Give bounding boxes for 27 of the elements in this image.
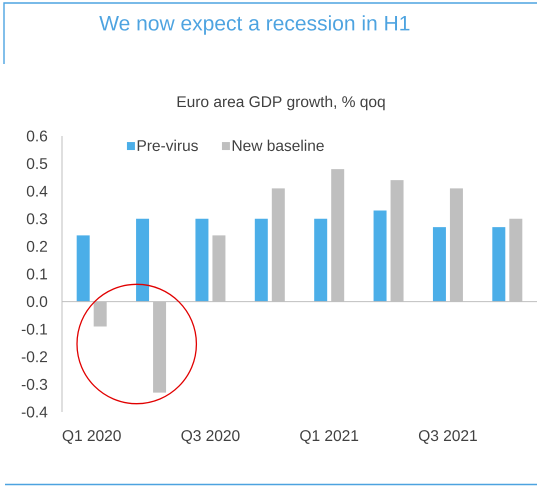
- x-tick-label: Q1 2021: [300, 430, 358, 444]
- x-tick-label: Q3 2021: [418, 430, 477, 444]
- y-tick-label: 0.6: [26, 130, 48, 142]
- bar: [254, 218, 268, 302]
- bar: [492, 227, 506, 302]
- y-tick-label: 0.5: [26, 158, 48, 170]
- y-tick-label: -0.4: [22, 406, 48, 418]
- y-tick-label: -0.3: [22, 378, 48, 390]
- bar: [432, 227, 446, 302]
- y-tick-label: -0.1: [22, 324, 48, 335]
- y-tick-label: 0.2: [26, 240, 48, 252]
- bar: [76, 235, 90, 302]
- y-tick-label: 0.0: [26, 296, 48, 308]
- bar: [314, 218, 328, 302]
- x-tick-label: Q1 2020: [62, 430, 121, 444]
- bar: [136, 218, 150, 302]
- bar: [195, 218, 208, 302]
- x-tick-label: Q3 2020: [181, 430, 240, 444]
- legend-label: Pre-virus: [138, 140, 198, 152]
- y-tick-label: 0.3: [26, 213, 48, 224]
- y-tick-label: 0.4: [26, 186, 48, 197]
- legend-label: New baseline: [232, 140, 324, 152]
- y-tick-label: 0.1: [26, 268, 48, 280]
- chart-title: We now expect a recession in H1: [99, 15, 410, 35]
- chart-subtitle: Euro area GDP growth, % qoq: [178, 96, 385, 110]
- bar: [374, 210, 387, 302]
- y-tick-label: -0.2: [22, 351, 48, 362]
